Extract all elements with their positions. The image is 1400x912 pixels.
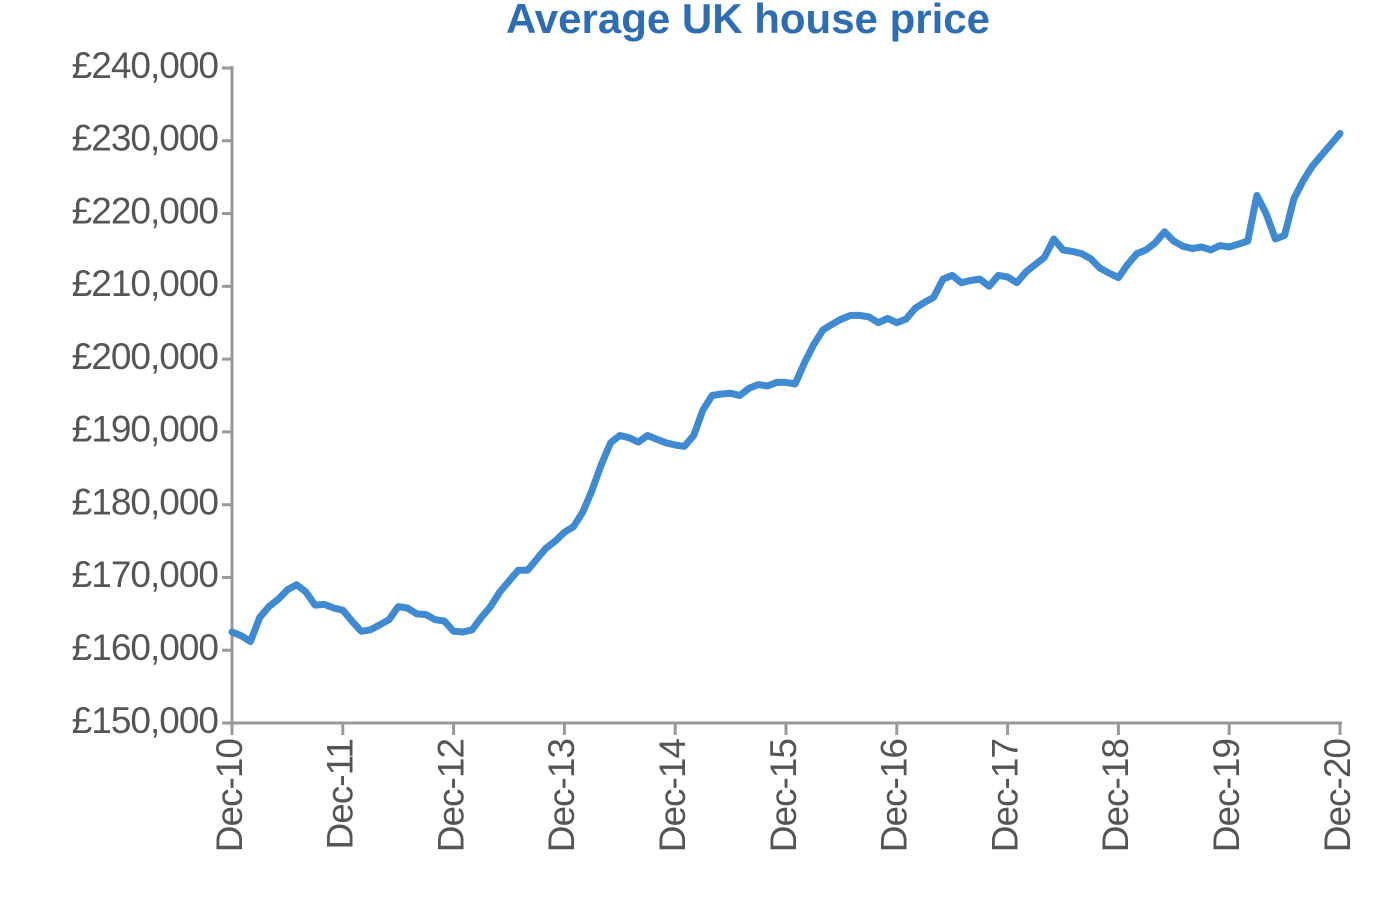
- price-line: [228, 130, 1344, 645]
- x-tick-label: Dec-14: [652, 739, 693, 853]
- x-tick-label: Dec-10: [209, 739, 250, 853]
- y-tick-label: £220,000: [72, 190, 219, 231]
- x-tick-label: Dec-11: [320, 739, 361, 850]
- y-tick-label: £240,000: [72, 45, 219, 86]
- y-tick-label: £160,000: [72, 627, 219, 668]
- y-tick-label: £150,000: [72, 700, 219, 741]
- y-tick-label: £170,000: [72, 554, 219, 595]
- x-tick-label: Dec-20: [1317, 739, 1358, 853]
- x-tick-label: Dec-18: [1095, 739, 1136, 852]
- y-tick-label: £180,000: [72, 481, 219, 522]
- y-tick-label: £210,000: [72, 263, 219, 304]
- x-tick-label: Dec-16: [874, 739, 915, 852]
- y-tick-label: £190,000: [72, 409, 219, 450]
- chart-title: Average UK house price: [506, 0, 990, 42]
- y-tick-label: £230,000: [72, 118, 219, 159]
- x-tick-label: Dec-13: [541, 739, 582, 852]
- y-tick-label: £200,000: [72, 336, 219, 377]
- x-tick-label: Dec-17: [984, 739, 1025, 852]
- x-tick-label: Dec-12: [430, 739, 471, 852]
- x-tick-label: Dec-15: [763, 739, 804, 853]
- x-tick-label: Dec-19: [1206, 739, 1247, 852]
